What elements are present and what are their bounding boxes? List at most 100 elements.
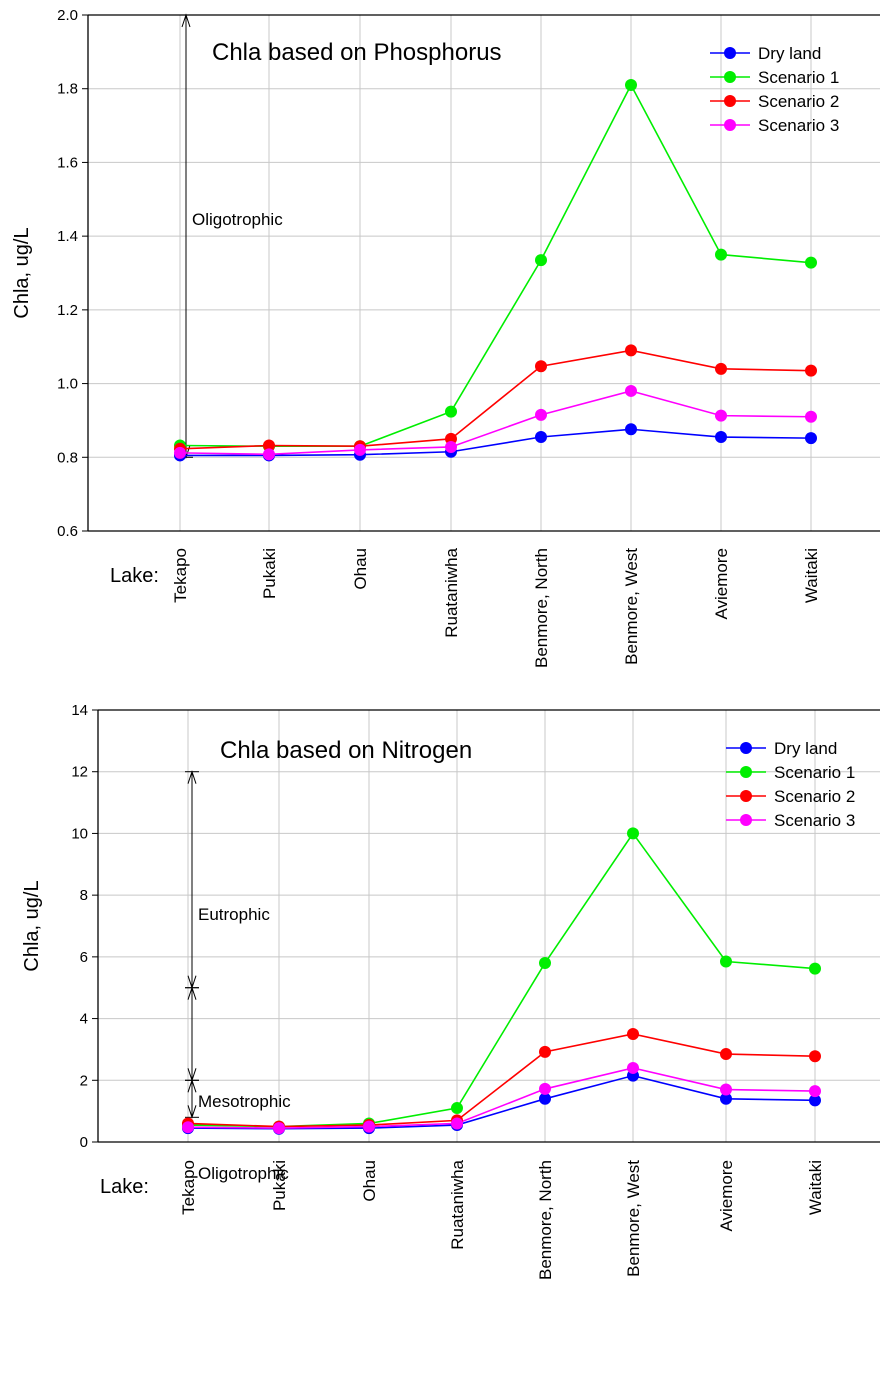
data-point: [625, 423, 637, 436]
data-point: [720, 955, 732, 968]
legend-label: Dry land: [758, 44, 821, 63]
data-point: [535, 408, 547, 421]
data-point: [715, 431, 727, 444]
legend-marker: [740, 742, 752, 754]
y-axis-label: Chla, ug/L: [11, 227, 33, 318]
data-point: [805, 432, 817, 445]
series-line-3: [187, 1033, 816, 1128]
y-tick-label: 4: [80, 1011, 88, 1028]
data-point: [263, 448, 275, 461]
data-point: [720, 1092, 732, 1105]
y-tick-label: 12: [71, 764, 88, 781]
legend-label: Scenario 1: [758, 68, 839, 87]
y-tick-label: 6: [80, 949, 88, 966]
legend-marker: [724, 71, 736, 83]
legend-marker: [724, 47, 736, 59]
data-point: [805, 256, 817, 269]
x-tick-label: Benmore, West: [624, 1160, 643, 1277]
data-point: [535, 431, 547, 444]
chart-1: 0.6 0.8 1.0 1.2 1.4 1.6 1.8 2.0 Chla, ug/L Lake: T…: [11, 7, 880, 668]
data-point: [363, 1120, 375, 1133]
y-tick-label: 0: [80, 1134, 88, 1151]
data-point: [263, 439, 275, 452]
x-tick-label: Pukaki: [270, 1160, 289, 1211]
series-line-2: [179, 83, 812, 448]
data-point: [535, 254, 547, 267]
legend: Dry land Scenario 1 Scenario 2 Scenario 3: [726, 739, 855, 830]
data-point: [627, 1061, 639, 1074]
data-point: [715, 409, 727, 422]
annotation-label: Oligotrophic: [198, 1164, 289, 1183]
series-line-4: [179, 390, 812, 456]
data-point: [805, 364, 817, 377]
annotation-arrowhead: [187, 770, 197, 784]
data-point: [625, 79, 637, 92]
y-axis-label: Chla, ug/L: [21, 880, 43, 971]
data-point: [809, 1050, 821, 1063]
y-tick-label: 1.8: [57, 81, 78, 98]
data-point: [627, 1028, 639, 1040]
data-point: [809, 962, 821, 975]
legend-label: Dry land: [774, 739, 837, 758]
series-line-4: [187, 1067, 816, 1129]
y-tick-label: 0.8: [57, 449, 78, 466]
y-tick-label: 1.0: [57, 376, 78, 393]
data-point: [720, 1048, 732, 1061]
y-tick-label: 1.2: [57, 302, 78, 319]
data-point: [182, 1121, 194, 1134]
legend-marker: [740, 766, 752, 778]
legend-marker: [740, 814, 752, 826]
x-tick-label: Aviemore: [717, 1160, 736, 1232]
data-point: [539, 957, 551, 970]
legend-label: Scenario 1: [774, 763, 855, 782]
data-point: [539, 1045, 551, 1058]
chart-2: 0 2 4 6 8 10 12 14 Chla, ug/L Lake: Tekapo Pukaki Oh…: [21, 702, 880, 1280]
annotation-label: Mesotrophic: [198, 1092, 291, 1111]
legend-label: Scenario 3: [758, 116, 839, 135]
legend-marker: [724, 95, 736, 107]
data-point: [720, 1083, 732, 1096]
data-point: [809, 1094, 821, 1107]
legend-marker: [724, 119, 736, 131]
chart-title: Chla based on Nitrogen: [220, 737, 472, 764]
data-point: [445, 440, 457, 453]
legend-label: Scenario 3: [774, 811, 855, 830]
x-tick-label: Pukaki: [260, 548, 279, 599]
annotation-arrowhead: [187, 986, 197, 1000]
x-tick-label: Ruataniwha: [442, 547, 461, 637]
legend-label: Scenario 2: [758, 92, 839, 111]
chart-title: Chla based on Phosphorus: [212, 39, 502, 66]
data-point: [535, 360, 547, 373]
y-tick-label: 10: [71, 825, 88, 842]
x-tick-label: Tekapo: [179, 1160, 198, 1215]
data-point: [809, 1085, 821, 1098]
data-point: [273, 1122, 285, 1135]
x-tick-label: Aviemore: [712, 548, 731, 620]
x-tick-label: Benmore, North: [532, 548, 551, 668]
x-tick-label: Ruataniwha: [448, 1159, 467, 1249]
data-point: [625, 344, 637, 357]
y-tick-label: 1.6: [57, 154, 78, 171]
x-tick-label: Ohau: [360, 1160, 379, 1202]
data-point: [354, 443, 366, 456]
annotation-label: Eutrophic: [198, 905, 270, 924]
data-point: [805, 410, 817, 423]
x-tick-label: Waitaki: [802, 548, 821, 603]
data-point: [715, 248, 727, 261]
legend-label: Scenario 2: [774, 787, 855, 806]
y-tick-label: 2.0: [57, 7, 78, 24]
y-tick-label: 2: [80, 1072, 88, 1089]
y-tick-label: 14: [71, 702, 88, 719]
series-line-1: [180, 428, 812, 457]
y-tick-label: 0.6: [57, 523, 78, 540]
x-tick-label: Ohau: [351, 548, 370, 590]
x-axis-prefix: Lake:: [100, 1176, 149, 1198]
series-line-3: [179, 349, 812, 450]
data-point: [625, 384, 637, 397]
data-point: [539, 1082, 551, 1095]
series-line-2: [187, 832, 816, 1128]
data-point: [445, 405, 457, 418]
annotation-arrowhead: [187, 1105, 197, 1119]
y-tick-label: 8: [80, 887, 88, 904]
